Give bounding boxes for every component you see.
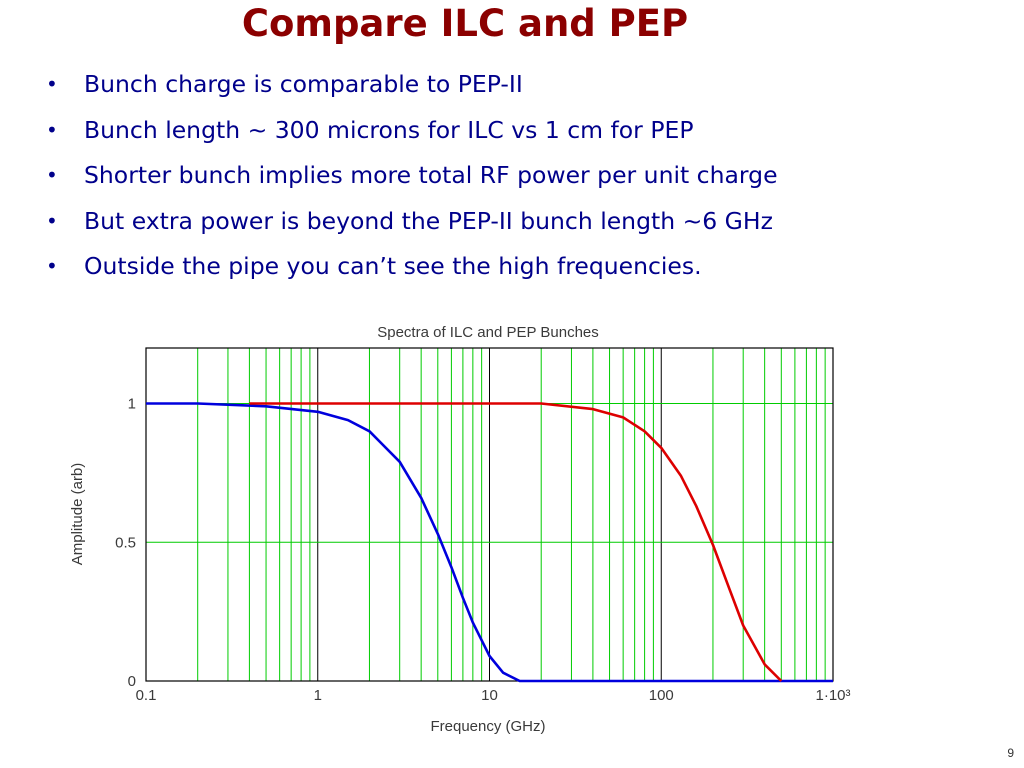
y-tick-label: 0 [128, 673, 136, 690]
red-series-line [249, 402, 783, 682]
bullet-dot: • [46, 208, 58, 233]
bullet-item: • Bunch charge is comparable to PEP-II [40, 62, 778, 108]
x-tick-label: 10 [481, 687, 498, 704]
bullet-list: • Bunch charge is comparable to PEP-II • B… [40, 62, 778, 290]
x-tick-label: 0.1 [136, 687, 157, 704]
grid [146, 348, 833, 681]
x-tick-label: 100 [649, 687, 674, 704]
tick-labels: 0.1 1 10 100 1·10³ 0 0.5 1 [115, 396, 850, 705]
slide-title: Compare ILC and PEP [241, 2, 689, 45]
blue-series-line [146, 402, 833, 683]
bullet-item: • But extra power is beyond the PEP-II bu… [40, 199, 778, 245]
x-tick-label: 1 [314, 687, 322, 704]
x-axis-label: Frequency (GHz) [430, 718, 545, 735]
bullet-dot: • [46, 72, 58, 96]
y-tick-label: 1 [128, 396, 136, 413]
x-tick-label: 1·10³ [815, 687, 850, 704]
bullet-item: • Bunch length ~ 300 microns for ILC vs 1… [40, 108, 778, 154]
bullet-text: Outside the pipe you can’t see the high … [84, 252, 702, 280]
plot-frame [145, 347, 834, 682]
bullet-text: Bunch charge is comparable to PEP-II [84, 70, 523, 98]
y-tick-label: 0.5 [115, 534, 136, 551]
bullet-text: Shorter bunch implies more total RF powe… [84, 161, 778, 189]
bullet-item: • Shorter bunch implies more total RF pow… [40, 153, 778, 199]
bullet-dot: • [46, 163, 58, 187]
bullet-dot: • [46, 254, 58, 278]
bullet-item: • Outside the pipe you can’t see the high… [40, 244, 778, 290]
y-axis-label: Amplitude (arb) [69, 463, 86, 566]
page-number: 9 [1007, 746, 1014, 760]
bullet-text: But extra power is beyond the PEP-II bun… [84, 206, 773, 235]
bullet-dot: • [46, 117, 58, 142]
bullet-text: Bunch length ~ 300 microns for ILC vs 1 … [84, 115, 694, 144]
series-lines [146, 402, 833, 683]
chart-title: Spectra of ILC and PEP Bunches [377, 324, 599, 341]
